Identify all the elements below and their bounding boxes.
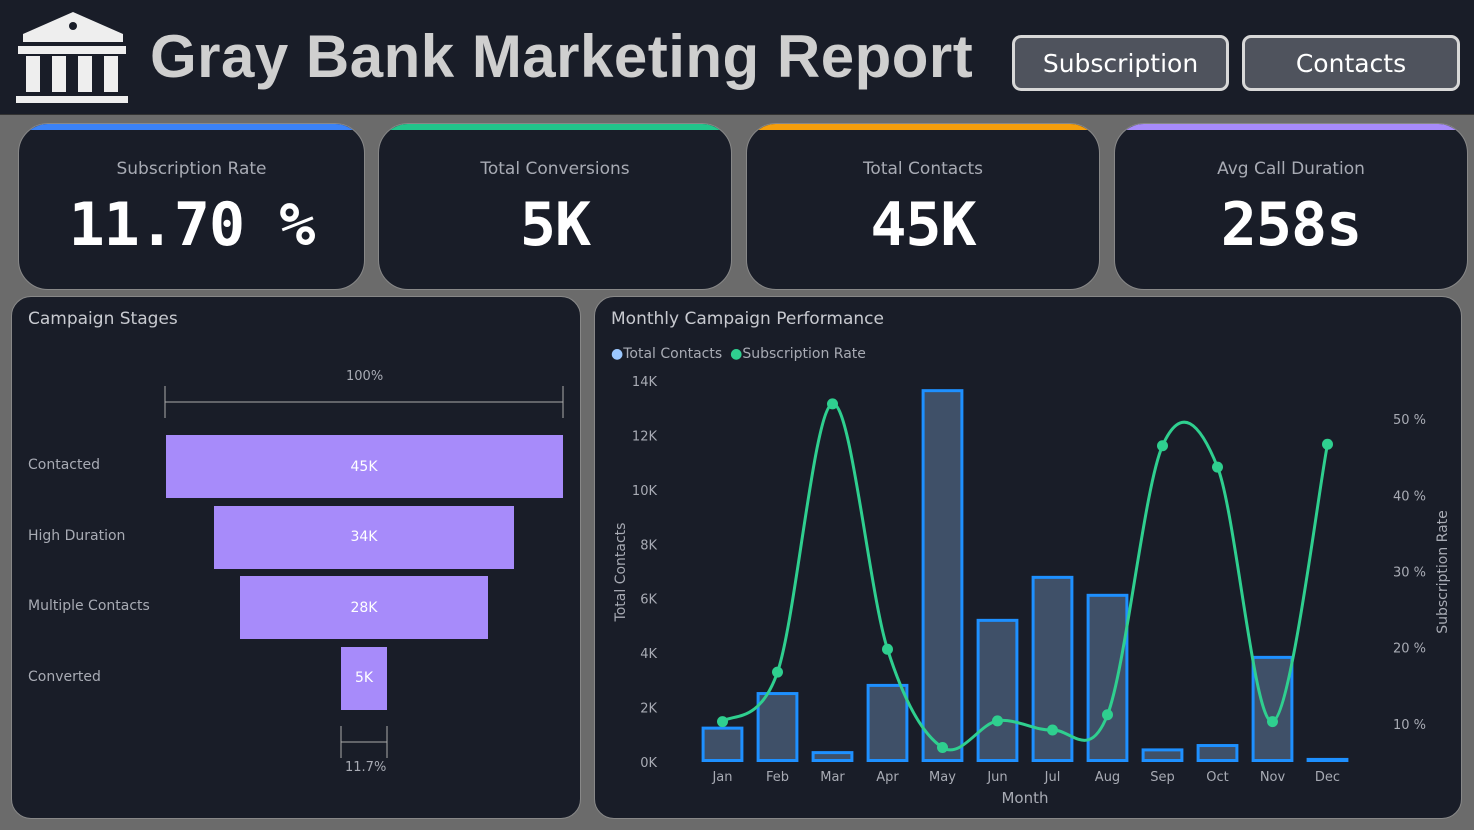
y2-tick-label: 30 % <box>1393 566 1426 581</box>
kpi-accent <box>19 124 364 130</box>
contacts-button[interactable]: Contacts <box>1242 35 1460 91</box>
point-subscription-rate[interactable] <box>1212 461 1223 473</box>
funnel-bar[interactable]: 28K <box>240 576 488 639</box>
bank-icon <box>16 12 128 103</box>
kpi-value: 5K <box>519 190 591 260</box>
y2-tick-label: 10 % <box>1393 718 1426 733</box>
y2-tick-label: 40 % <box>1393 489 1426 504</box>
funnel-bar[interactable]: 5K <box>340 646 388 710</box>
monthly-performance-panel: Monthly Campaign Performance ●Total Cont… <box>594 296 1462 819</box>
y-tick-label: 2K <box>640 702 657 717</box>
bar-total-contacts[interactable] <box>976 618 1019 762</box>
funnel-stage-label: High Duration <box>28 527 126 544</box>
x-tick-label: Dec <box>1315 770 1340 785</box>
page-title: Gray Bank Marketing Report <box>150 23 974 90</box>
bar-total-contacts[interactable] <box>756 692 799 763</box>
kpi-label: Subscription Rate <box>116 159 267 179</box>
point-subscription-rate[interactable] <box>992 715 1003 727</box>
point-subscription-rate[interactable] <box>937 742 948 754</box>
funnel-stage-label: Contacted <box>28 457 100 473</box>
funnel-bar[interactable]: 34K <box>214 505 514 569</box>
x-tick-label: Oct <box>1206 770 1228 785</box>
bottom-percent-label: 11.7% <box>345 760 387 775</box>
funnel-value: 28K <box>350 599 378 616</box>
kpi-accent <box>1115 124 1467 130</box>
kpi-card-avg-call-duration: Avg Call Duration 258s <box>1114 123 1468 290</box>
x-tick-label: Feb <box>766 770 789 785</box>
kpi-value: 45K <box>870 190 976 260</box>
funnel-bar[interactable]: 45K <box>165 435 563 498</box>
panel-title: Campaign Stages <box>28 309 178 329</box>
legend-item-subscription-rate[interactable]: ●Subscription Rate <box>730 346 866 362</box>
x-axis-title: Month <box>1001 789 1048 807</box>
point-subscription-rate[interactable] <box>1322 438 1333 450</box>
y-tick-label: 4K <box>640 647 657 662</box>
funnel-stage-label: Converted <box>28 668 101 685</box>
legend-item-total-contacts[interactable]: ●Total Contacts <box>611 346 723 362</box>
y2-axis-title: Subscription Rate <box>1435 510 1451 634</box>
y-tick-label: 0K <box>640 756 657 771</box>
funnel-value: 34K <box>350 529 378 545</box>
point-subscription-rate[interactable] <box>1047 724 1058 736</box>
point-subscription-rate[interactable] <box>1157 440 1168 452</box>
x-tick-label: Jan <box>711 770 732 785</box>
y-tick-label: 8K <box>640 538 657 553</box>
bar-total-contacts[interactable] <box>1196 744 1239 763</box>
bar-total-contacts[interactable] <box>1086 593 1129 762</box>
y-tick-label: 14K <box>632 375 658 390</box>
kpi-label: Avg Call Duration <box>1217 159 1365 179</box>
x-tick-label: Sep <box>1150 770 1175 785</box>
funnel-value: 45K <box>350 458 378 475</box>
x-tick-label: May <box>929 770 956 785</box>
panel-title: Monthly Campaign Performance <box>611 309 884 329</box>
kpi-label: Total Conversions <box>480 159 630 179</box>
funnel-stage-label: Multiple Contacts <box>28 598 150 614</box>
x-tick-label: Apr <box>876 770 899 785</box>
campaign-stages-panel: Campaign Stages 100% Contacted 45K High D… <box>11 296 581 819</box>
x-tick-label: Aug <box>1095 770 1120 785</box>
bar-total-contacts[interactable] <box>701 726 744 762</box>
kpi-card-subscription-rate: Subscription Rate 11.70 % <box>18 123 365 290</box>
top-bracket <box>164 386 564 418</box>
bar-total-contacts[interactable] <box>921 389 964 763</box>
kpi-value: 11.70 % <box>68 190 316 260</box>
y2-tick-label: 50 % <box>1393 413 1426 428</box>
point-subscription-rate[interactable] <box>717 716 728 728</box>
kpi-accent <box>747 124 1099 130</box>
kpi-card-total-contacts: Total Contacts 45K <box>746 123 1100 290</box>
bar-total-contacts[interactable] <box>811 751 854 763</box>
x-tick-label: Nov <box>1260 770 1286 785</box>
y-axis-title: Total Contacts <box>613 523 629 623</box>
bar-total-contacts[interactable] <box>1306 757 1349 762</box>
kpi-accent <box>379 124 731 130</box>
legend: ●Total Contacts ●Subscription Rate <box>611 346 866 362</box>
bottom-bracket <box>340 726 388 758</box>
y-tick-label: 6K <box>640 593 657 608</box>
line-subscription-rate <box>721 402 1329 752</box>
bar-total-contacts[interactable] <box>866 683 909 762</box>
subscription-button[interactable]: Subscription <box>1012 35 1229 91</box>
point-subscription-rate[interactable] <box>827 398 838 410</box>
y-tick-label: 10K <box>632 484 658 499</box>
kpi-value: 258s <box>1220 190 1363 260</box>
bar-total-contacts[interactable] <box>1251 655 1294 762</box>
kpi-label: Total Contacts <box>862 159 984 179</box>
combo-chart: 0K 2K 4K 6K 8K 10K 12K 14K 10 % 20 % 30 % 40 % 50 % T… <box>613 375 1451 807</box>
x-tick-label: Mar <box>820 770 845 785</box>
point-subscription-rate[interactable] <box>1102 709 1113 721</box>
x-tick-label: Jul <box>1044 770 1061 785</box>
y2-tick-label: 20 % <box>1393 642 1426 657</box>
point-subscription-rate[interactable] <box>1267 716 1278 728</box>
kpi-card-total-conversions: Total Conversions 5K <box>378 123 732 290</box>
point-subscription-rate[interactable] <box>772 666 783 678</box>
top-percent-label: 100% <box>346 369 384 384</box>
header: Gray Bank Marketing Report Subscription … <box>0 0 1474 115</box>
y-tick-label: 12K <box>632 429 658 444</box>
point-subscription-rate[interactable] <box>882 643 893 655</box>
funnel-value: 5K <box>354 670 374 686</box>
bar-total-contacts[interactable] <box>1141 748 1184 762</box>
x-tick-label: Jun <box>986 770 1007 785</box>
